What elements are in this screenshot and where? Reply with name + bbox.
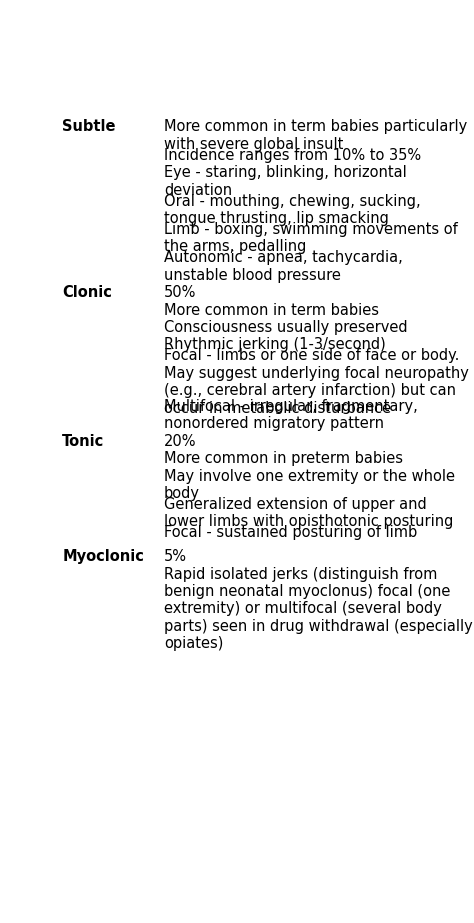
Text: More common in term babies: More common in term babies xyxy=(164,303,379,318)
Text: Subtle: Subtle xyxy=(62,119,116,134)
Text: Multifocal - irregular, fragmentary,
nonordered migratory pattern: Multifocal - irregular, fragmentary, non… xyxy=(164,399,418,431)
Text: Incidence ranges from 10% to 35%: Incidence ranges from 10% to 35% xyxy=(164,148,421,162)
Text: Focal - limbs or one side of face or body.
May suggest underlying focal neuropat: Focal - limbs or one side of face or bod… xyxy=(164,349,469,415)
Text: More common in term babies particularly
with severe global insult: More common in term babies particularly … xyxy=(164,119,467,151)
Text: Rapid isolated jerks (distinguish from
benign neonatal myoclonus) focal (one
ext: Rapid isolated jerks (distinguish from b… xyxy=(164,567,473,652)
Text: Focal - sustained posturing of limb: Focal - sustained posturing of limb xyxy=(164,525,417,541)
Text: More common in preterm babies: More common in preterm babies xyxy=(164,451,403,466)
Text: 20%: 20% xyxy=(164,434,196,449)
Text: Consciousness usually preserved
Rhythmic jerking (1-3/second): Consciousness usually preserved Rhythmic… xyxy=(164,320,408,353)
Text: Generalized extension of upper and
lower limbs with opisthotonic posturing: Generalized extension of upper and lower… xyxy=(164,497,453,530)
Text: May involve one extremity or the whole
body: May involve one extremity or the whole b… xyxy=(164,469,455,501)
Text: Myoclonic: Myoclonic xyxy=(62,549,144,564)
Text: 5%: 5% xyxy=(164,549,187,564)
Text: Tonic: Tonic xyxy=(62,434,104,449)
Text: Oral - mouthing, chewing, sucking,
tongue thrusting, lip smacking: Oral - mouthing, chewing, sucking, tongu… xyxy=(164,194,420,226)
Text: Eye - staring, blinking, horizontal
deviation: Eye - staring, blinking, horizontal devi… xyxy=(164,165,407,198)
Text: Limb - boxing, swimming movements of
the arms, pedalling: Limb - boxing, swimming movements of the… xyxy=(164,222,458,255)
Text: Clonic: Clonic xyxy=(62,285,112,300)
Text: Autonomic - apnea, tachycardia,
unstable blood pressure: Autonomic - apnea, tachycardia, unstable… xyxy=(164,250,403,282)
Text: 50%: 50% xyxy=(164,285,196,300)
